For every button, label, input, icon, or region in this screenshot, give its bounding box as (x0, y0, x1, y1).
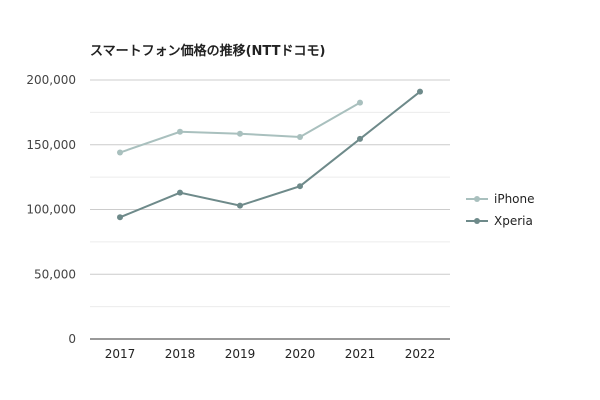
legend-marker (474, 218, 480, 224)
chart-title: スマートフォン価格の推移(NTTドコモ) (90, 44, 326, 59)
x-tick-label: 2018 (165, 347, 196, 361)
data-point (417, 88, 423, 95)
series-layer (117, 88, 423, 221)
data-point (117, 214, 123, 221)
grid-lines (90, 79, 450, 308)
data-point (297, 133, 303, 140)
data-point (237, 202, 243, 209)
y-tick-label: 100,000 (26, 203, 76, 217)
x-tick-label: 2021 (345, 347, 376, 361)
data-point (177, 128, 183, 135)
series-iphone (117, 99, 363, 156)
series-line (119, 90, 421, 219)
legend-label: iPhone (494, 192, 535, 206)
legend-marker (474, 196, 480, 202)
y-tick-label: 50,000 (34, 267, 76, 281)
data-point (357, 99, 363, 106)
y-tick-label: 0 (68, 332, 76, 346)
x-tick-label: 2019 (225, 347, 256, 361)
y-axis-ticks: 0 50,000 100,000 150,000 200,000 (26, 73, 76, 346)
legend-item-xperia: Xperia (466, 214, 533, 228)
x-tick-label: 2017 (105, 347, 136, 361)
y-tick-label: 150,000 (26, 138, 76, 152)
data-point (237, 130, 243, 137)
data-point (117, 149, 123, 156)
x-tick-label: 2022 (405, 347, 436, 361)
data-point (177, 189, 183, 196)
x-axis: 2017 2018 2019 2020 2021 2022 (90, 338, 450, 361)
series-xperia (117, 88, 423, 221)
data-point (297, 183, 303, 190)
y-tick-label: 200,000 (26, 73, 76, 87)
legend-item-iphone: iPhone (466, 192, 535, 206)
data-point (357, 135, 363, 142)
legend: iPhone Xperia (466, 192, 535, 228)
x-tick-label: 2020 (285, 347, 316, 361)
legend-label: Xperia (494, 214, 533, 228)
